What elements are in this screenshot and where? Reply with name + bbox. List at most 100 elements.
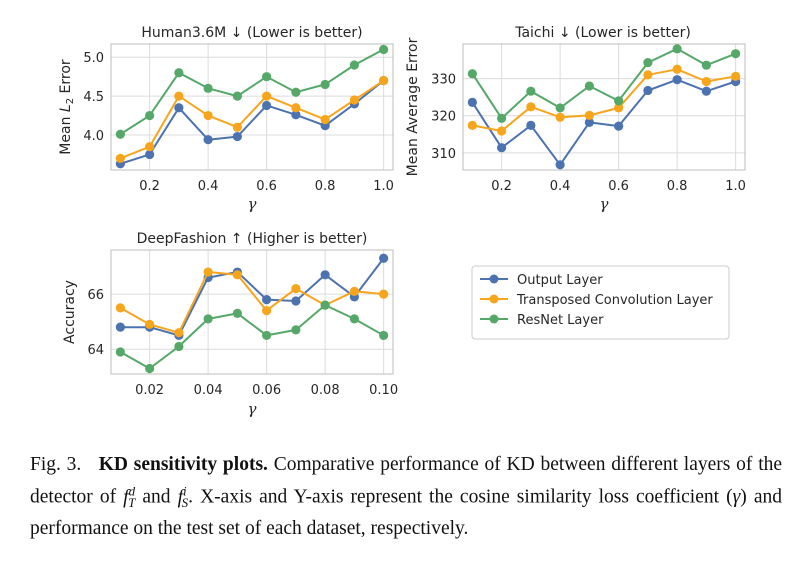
caption-symbol-f-t-d: fdT [123,483,136,511]
x-tick-label: 0.10 [369,383,398,398]
data-point [115,347,125,357]
series-line [471,78,736,166]
x-tick-label: 0.2 [491,179,512,194]
tick-labels: 0.2 0.4 0.6 0.8 1.0 4.0 4.5 5.0 [83,51,394,194]
x-axis-label: γ [248,400,257,418]
data-point [232,122,242,132]
series-line [120,79,385,165]
series-line [120,79,385,160]
grid [111,250,393,374]
data-point [203,314,213,324]
legend-label: Output Layer [517,273,603,288]
data-point [174,328,184,338]
data-point [115,303,125,313]
caption-bold-title: KD sensitivity plots. [98,454,268,475]
data-point [232,131,242,142]
y-axis-label: Accuracy [62,280,78,344]
series-group [115,44,389,169]
series-line [119,304,385,370]
data-point [584,81,594,91]
x-tick-label: 0.4 [550,179,571,194]
series-line [472,68,736,132]
data-point [379,75,389,86]
data-point [203,83,213,93]
data-point [467,69,477,79]
y-tick-label: 4.0 [83,129,104,144]
data-point [555,160,565,170]
data-point [145,149,155,160]
data-point [232,270,242,280]
data-point [467,120,477,130]
plot-frame [110,43,394,171]
chart-title: Human3.6M ↓ (Lower is better) [141,25,362,41]
data-point [467,97,477,107]
data-point [174,341,184,352]
data-point [379,253,389,263]
legend-label: ResNet Layer [517,313,604,328]
data-point [555,112,565,122]
data-point [145,142,155,152]
data-point [584,117,594,128]
data-point [145,319,155,329]
x-tick-label: 0.6 [256,179,277,194]
data-point [614,96,624,106]
data-point [291,296,301,306]
data-point [291,87,301,97]
data-point [203,267,213,277]
legend-marker [489,314,499,324]
x-axis-label: γ [248,195,257,213]
data-point [115,153,125,163]
data-point [291,103,301,113]
data-point [643,85,653,96]
tick-labels: 0.02 0.04 0.06 0.08 0.10 64 66 [87,288,398,398]
y-axis-label: Mean L2 Error [58,59,76,155]
data-point [497,143,507,153]
series-group [115,253,389,374]
data-point [555,103,565,113]
series-group [467,44,741,170]
data-point [232,91,242,101]
legend-label: Transposed Convolution Layer [516,293,713,308]
x-tick-label: 0.08 [311,383,340,398]
grid [111,44,393,170]
chart-human36m: Human3.6M ↓ (Lower is better) 0.2 0.4 0.6 0… [58,25,394,213]
y-axis-label: Mean Average Error [405,37,421,176]
data-point [320,79,330,90]
caption-text: Comparative performance of KD between di… [30,454,783,508]
data-point [526,86,536,96]
y-tick-label: 5.0 [83,51,104,66]
data-point [262,330,272,341]
data-point [701,86,711,96]
data-point [379,44,389,55]
plot-frame [110,249,394,375]
data-point [379,330,389,341]
data-point [262,295,272,305]
data-point [643,57,653,68]
x-tick-label: 0.04 [194,383,223,398]
data-point [174,68,184,78]
data-point [349,286,359,296]
data-point [320,114,330,125]
data-point [262,91,272,101]
y-tick-label: 4.5 [83,90,104,105]
data-point [731,49,741,59]
y-tick-label: 66 [87,288,104,303]
data-point [262,100,272,111]
chart-deepfashion: DeepFashion ↑ (Higher is better) 0.02 0.0… [62,231,398,418]
data-point [262,306,272,316]
caption-gamma: γ [732,486,741,508]
x-axis-label: γ [600,195,609,213]
data-point [115,129,125,139]
y-tick-label: 310 [431,147,456,162]
data-point [320,270,330,280]
caption-text: . X-axis and Y-axis represent the cosine… [188,486,733,508]
data-point [497,126,507,136]
chart-title: DeepFashion ↑ (Higher is better) [137,231,368,247]
x-tick-label: 0.6 [608,179,629,194]
x-tick-label: 0.8 [667,179,688,194]
legend: Output Layer Transposed Convolution Laye… [471,265,730,340]
series-line [119,48,385,136]
chart-taichi: Taichi ↓ (Lower is better) 0.2 0.4 0.6 0.8 1… [405,25,746,213]
data-point [701,76,711,87]
legend-entry-transposed: Transposed Convolution Layer [480,293,713,308]
